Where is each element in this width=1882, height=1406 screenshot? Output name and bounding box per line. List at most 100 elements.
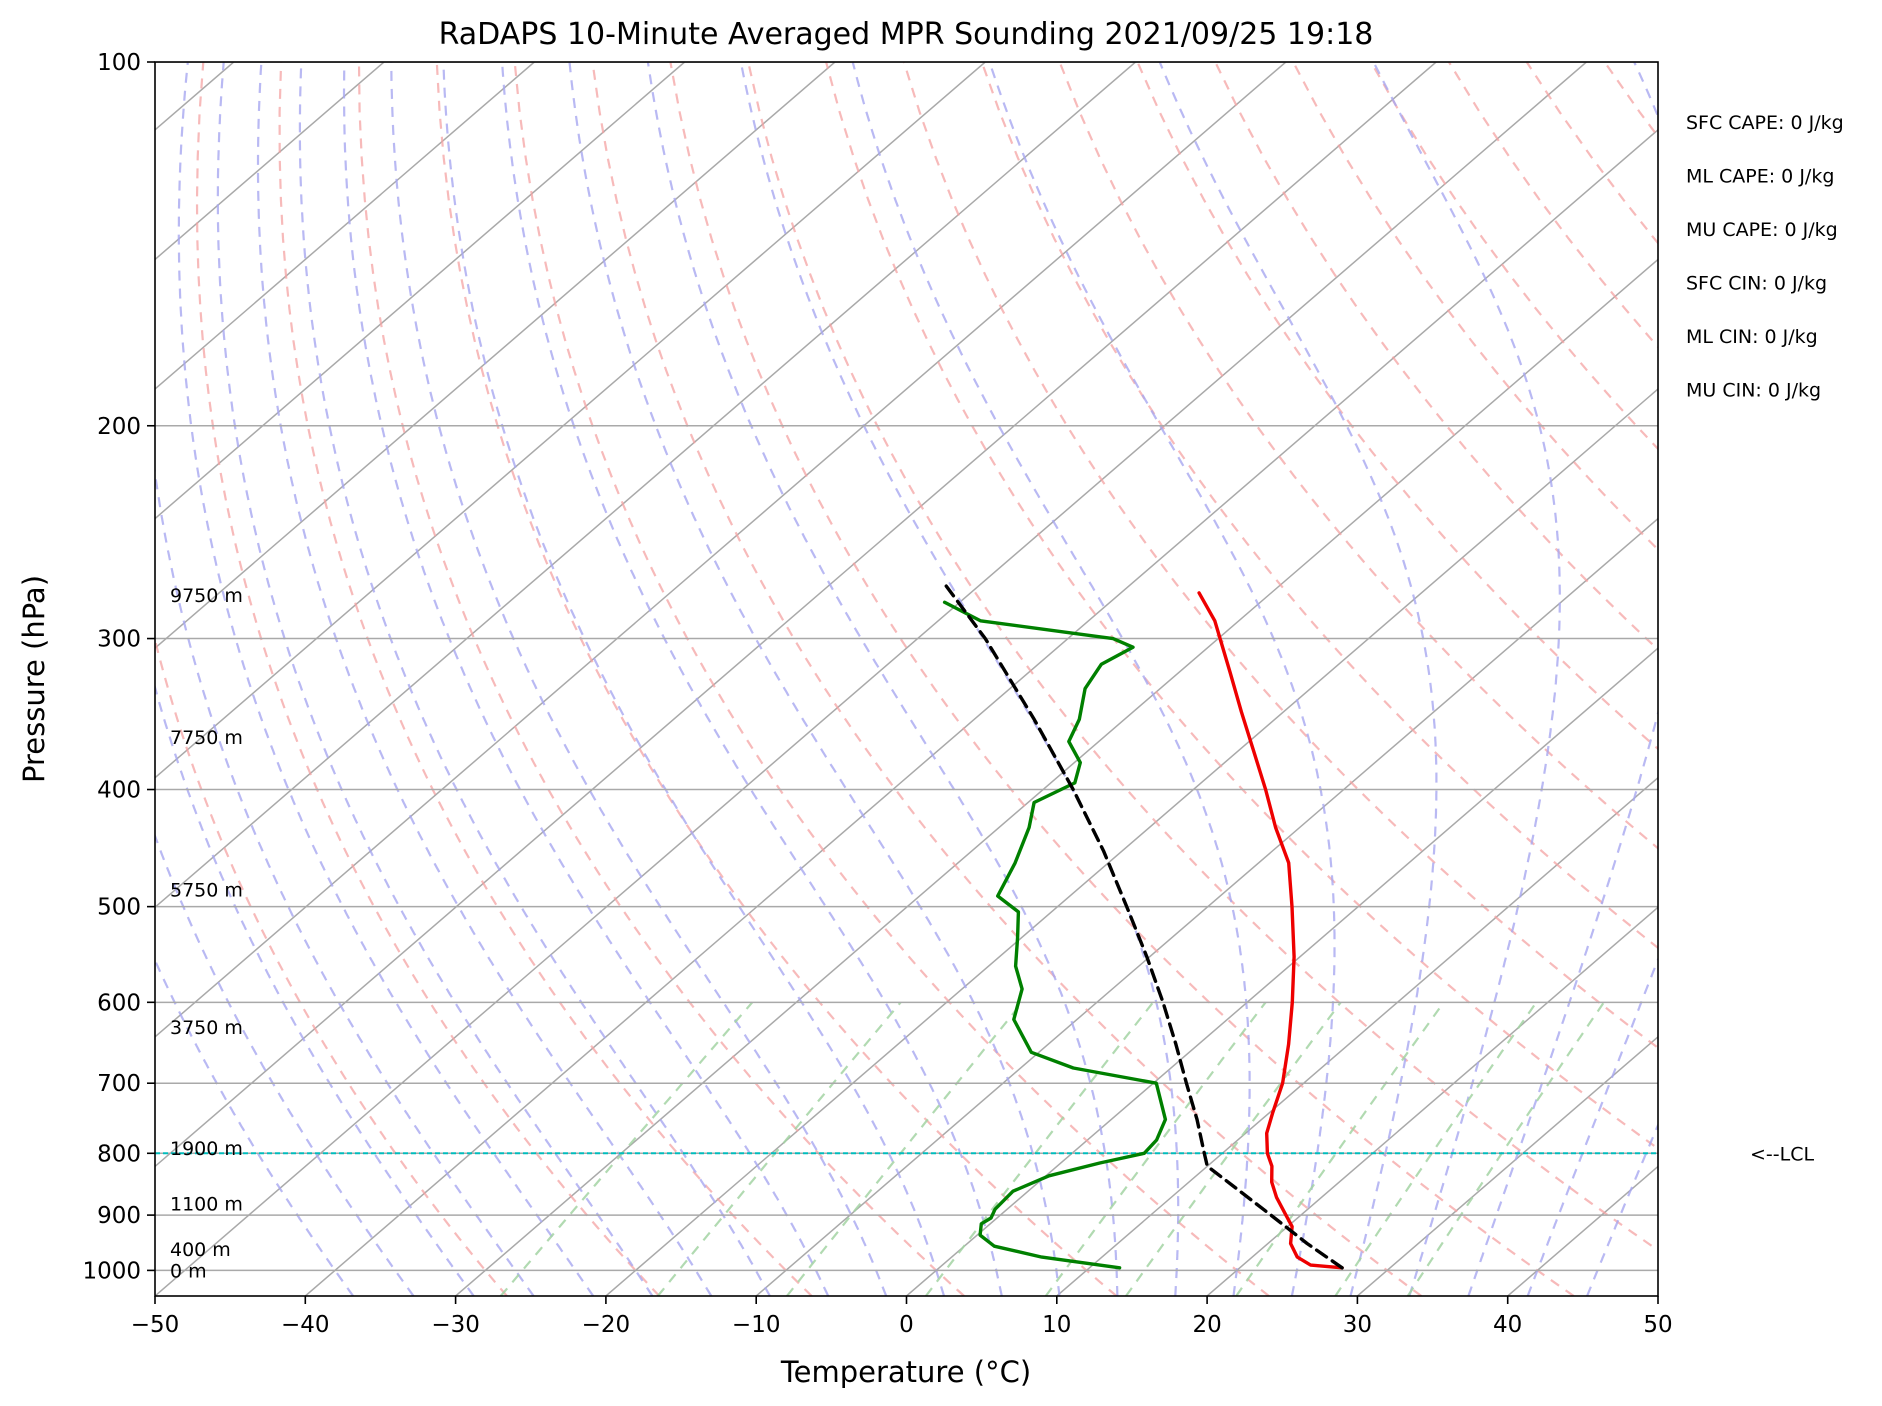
x-tick-label: 50 — [1643, 1312, 1672, 1338]
stability-stats: SFC CAPE: 0 J/kg ML CAPE: 0 J/kg MU CAPE: … — [1686, 112, 1844, 402]
dry-adiabat-line — [195, 62, 661, 1296]
x-tick-label: 0 — [899, 1312, 914, 1338]
moist-adiabat-line — [256, 62, 713, 1296]
moist-adiabat-line — [501, 62, 1003, 1296]
height-label: 1100 m — [170, 1193, 243, 1215]
lcl-label: <--LCL — [1750, 1143, 1814, 1165]
isotherm-line — [605, 388, 1658, 1296]
dry-adiabat-line — [902, 62, 1658, 1050]
stat-line: ML CIN: 0 J/kg — [1686, 326, 1818, 348]
mixing-ratio-lines — [499, 1001, 1605, 1296]
moist-adiabat-line — [851, 62, 1251, 1296]
mixing-ratio-line — [499, 1001, 754, 1296]
dry-adiabat-line — [278, 62, 813, 1296]
dry-adiabat-lines — [155, 62, 1658, 1296]
x-tick-label: −10 — [732, 1312, 781, 1338]
moist-adiabat-line — [342, 62, 830, 1296]
stat-line: ML CAPE: 0 J/kg — [1686, 166, 1834, 188]
moist-adiabat-line — [155, 832, 415, 1296]
parcel-trace — [942, 581, 1344, 1270]
isotherm-line — [155, 62, 1287, 1038]
isotherm-line — [1056, 776, 1658, 1296]
height-label: 400 m — [170, 1239, 231, 1261]
mixing-ratio-line — [925, 1001, 1154, 1296]
x-tick-label: 30 — [1343, 1312, 1372, 1338]
sounding-traces — [942, 581, 1344, 1270]
moist-adiabat-line — [1372, 62, 1561, 1296]
height-label: 9750 m — [170, 585, 243, 607]
x-axis-ticks: −50 −40 −30 −20 −10 0 10 20 30 40 50 — [131, 1296, 1673, 1338]
height-label: 7750 m — [170, 727, 243, 749]
isotherm-line — [1206, 906, 1658, 1296]
dry-adiabat-line — [435, 62, 1118, 1296]
moist-adiabat-line — [298, 62, 771, 1296]
mixing-ratio-line — [1406, 1001, 1605, 1296]
dry-adiabat-line — [513, 62, 1270, 1296]
moist-adiabat-line — [442, 62, 946, 1296]
dry-adiabat-line — [1058, 62, 1658, 850]
height-label: 3750 m — [170, 1017, 243, 1039]
dry-adiabat-line — [155, 635, 508, 1296]
isotherm-line — [155, 62, 1437, 1168]
moist-adiabat-line — [646, 62, 1119, 1296]
dewpoint-trace — [942, 600, 1168, 1270]
moist-adiabat-line — [216, 62, 654, 1296]
y-tick-label: 1000 — [82, 1258, 141, 1284]
y-tick-label: 700 — [97, 1071, 141, 1097]
y-tick-label: 600 — [97, 990, 141, 1016]
chart-title: RaDAPS 10-Minute Averaged MPR Sounding 2… — [439, 17, 1374, 52]
moist-adiabat-line — [1526, 956, 1658, 1296]
temperature-trace — [1197, 591, 1344, 1270]
dry-adiabat-line — [747, 62, 1658, 1252]
moist-adiabat-line — [177, 62, 595, 1296]
isotherm-line — [304, 128, 1658, 1296]
x-tick-label: −40 — [281, 1312, 330, 1338]
moist-adiabat-lines — [155, 62, 1658, 1296]
isotherm-line — [906, 647, 1658, 1296]
mixing-ratio-line — [1044, 1001, 1267, 1296]
isotherm-line — [1356, 1035, 1658, 1296]
y-tick-label: 200 — [97, 414, 141, 440]
dry-adiabat-line — [669, 62, 1575, 1296]
stat-line: MU CAPE: 0 J/kg — [1686, 219, 1838, 241]
y-tick-label: 500 — [97, 895, 141, 921]
height-label: 1900 m — [170, 1138, 243, 1160]
isotherm-line — [155, 62, 836, 650]
y-axis-ticks: 100 200 300 400 500 600 700 800 900 1000 — [82, 50, 155, 1284]
moist-adiabat-line — [155, 465, 535, 1296]
plot-area — [155, 62, 1658, 1296]
x-tick-label: 40 — [1493, 1312, 1522, 1338]
y-axis-label: Pressure (hPa) — [17, 575, 51, 783]
isotherm-line — [455, 258, 1658, 1296]
y-tick-label: 800 — [97, 1141, 141, 1167]
mixing-ratio-line — [656, 1001, 902, 1296]
moist-adiabat-line — [1158, 62, 1438, 1296]
isotherm-line — [155, 62, 1137, 909]
y-tick-label: 100 — [97, 50, 141, 76]
moist-adiabat-line — [155, 957, 354, 1296]
x-tick-label: −20 — [582, 1312, 631, 1338]
mixing-ratio-line — [1334, 1001, 1538, 1296]
x-tick-label: 20 — [1192, 1312, 1221, 1338]
height-label: 0 m — [170, 1260, 207, 1282]
moist-adiabat-line — [739, 62, 1180, 1296]
x-axis-label: Temperature (°C) — [780, 1355, 1031, 1389]
y-tick-label: 900 — [97, 1203, 141, 1229]
height-label: 5750 m — [170, 880, 243, 902]
isotherm-line — [155, 62, 535, 391]
stat-line: SFC CAPE: 0 J/kg — [1686, 112, 1844, 134]
height-labels: 9750 m 7750 m 5750 m 3750 m 1900 m 1100 m 400 … — [170, 585, 243, 1283]
x-tick-label: −30 — [431, 1312, 480, 1338]
x-tick-label: −50 — [131, 1312, 180, 1338]
moist-adiabat-line — [155, 683, 475, 1296]
isotherm-line — [155, 62, 1587, 1296]
x-tick-label: 10 — [1042, 1312, 1071, 1338]
moist-adiabat-line — [1467, 62, 1658, 1296]
y-tick-label: 300 — [97, 627, 141, 653]
stat-line: SFC CIN: 0 J/kg — [1686, 273, 1827, 295]
isotherm-line — [155, 62, 686, 520]
moist-adiabat-line — [568, 62, 1061, 1296]
mixing-ratio-line — [786, 1001, 1024, 1296]
